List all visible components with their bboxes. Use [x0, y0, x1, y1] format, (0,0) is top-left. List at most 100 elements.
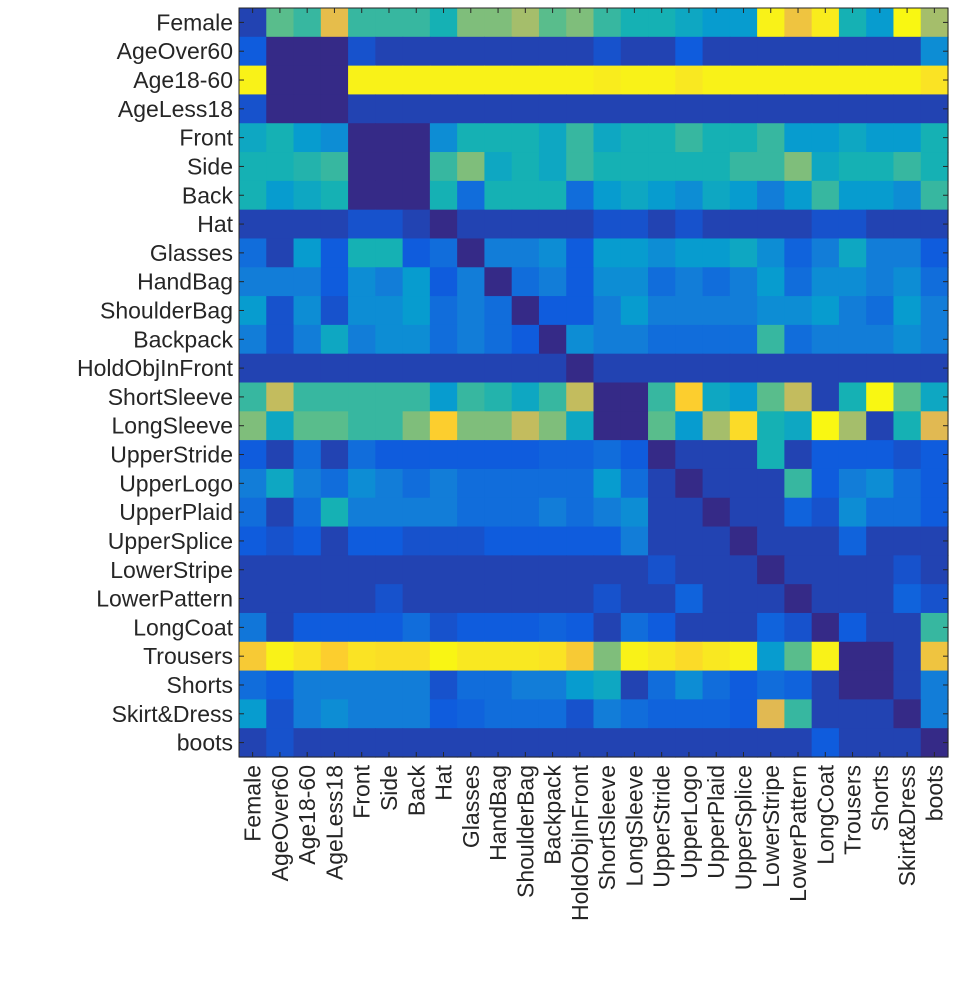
heatmap-cell: [729, 670, 758, 700]
heatmap-cell: [538, 526, 567, 556]
heatmap-cell: [566, 670, 595, 700]
heatmap-cell: [811, 641, 840, 672]
heatmap-cell: [375, 526, 404, 556]
heatmap-cell: [538, 497, 567, 528]
heatmap-cell: [702, 468, 731, 499]
heatmap-cell: [757, 641, 785, 672]
y-tick-label: UpperPlaid: [119, 499, 233, 525]
heatmap-cell: [593, 584, 622, 614]
heatmap-cell: [729, 555, 758, 585]
heatmap-cell: [402, 641, 431, 672]
heatmap-cell: [593, 411, 622, 441]
x-tick-label: Front: [349, 764, 375, 818]
heatmap-cell: [702, 180, 731, 211]
heatmap-cell: [648, 238, 676, 268]
heatmap-cell: [702, 324, 731, 355]
heatmap-cell: [866, 468, 895, 499]
heatmap-cell: [348, 411, 376, 441]
heatmap-cell: [757, 526, 785, 556]
heatmap-cell: [675, 440, 704, 470]
heatmap-cell: [457, 152, 486, 182]
heatmap-cell: [784, 353, 813, 384]
heatmap-cell: [784, 296, 813, 326]
heatmap-cell: [675, 382, 704, 412]
heatmap-cell: [620, 267, 649, 297]
heatmap-cell: [757, 440, 785, 470]
heatmap-cell: [402, 670, 431, 700]
heatmap-cell: [811, 699, 840, 729]
heatmap-cell: [702, 584, 731, 614]
heatmap-cell: [457, 382, 486, 412]
heatmap-cell: [811, 526, 840, 556]
heatmap-cell: [675, 411, 704, 441]
heatmap-cell: [729, 324, 758, 355]
heatmap-cell: [320, 65, 349, 96]
heatmap-cell: [675, 123, 704, 153]
heatmap-cell: [784, 152, 813, 182]
heatmap-cell: [866, 209, 895, 240]
heatmap-cell: [429, 36, 458, 67]
heatmap-cell: [538, 123, 567, 153]
y-tick-label: Female: [156, 9, 233, 35]
heatmap-cell: [320, 353, 349, 384]
heatmap-cell: [866, 353, 895, 384]
heatmap-cell: [566, 65, 595, 96]
heatmap-cell: [429, 152, 458, 182]
heatmap-cell: [811, 324, 840, 355]
heatmap-cell: [320, 94, 349, 124]
heatmap-cell: [757, 670, 785, 700]
heatmap-cell: [429, 382, 458, 412]
heatmap-cell: [729, 612, 758, 643]
heatmap-cell: [675, 699, 704, 729]
heatmap-cell: [620, 238, 649, 268]
heatmap-cell: [838, 353, 867, 384]
heatmap-cell: [866, 382, 895, 412]
heatmap-cell: [702, 296, 731, 326]
y-tick-label: Front: [179, 125, 233, 151]
heatmap-cell: [457, 699, 486, 729]
heatmap-cell: [811, 555, 840, 585]
heatmap-cell: [429, 123, 458, 153]
heatmap-cell: [320, 123, 349, 153]
heatmap-cell: [784, 555, 813, 585]
heatmap-cell: [729, 180, 758, 211]
heatmap-cell: [320, 612, 349, 643]
heatmap-cell: [702, 238, 731, 268]
heatmap-cell: [784, 382, 813, 412]
heatmap-cell: [811, 411, 840, 441]
heatmap-cell: [838, 584, 867, 614]
heatmap-cell: [457, 353, 486, 384]
heatmap-cell: [566, 180, 595, 211]
heatmap-cell: [348, 382, 376, 412]
heatmap-cell: [320, 238, 349, 268]
y-tick-label: AgeLess18: [118, 96, 233, 122]
x-tick-label: Backpack: [540, 765, 566, 865]
heatmap-cell: [620, 324, 649, 355]
heatmap-cell: [457, 238, 486, 268]
heatmap-cell: [266, 238, 295, 268]
heatmap-cell: [811, 584, 840, 614]
heatmap-cell: [484, 324, 513, 355]
heatmap-cell: [784, 209, 813, 240]
heatmap-cell: [620, 497, 649, 528]
heatmap-cell: [348, 296, 376, 326]
heatmap-cell: [293, 353, 322, 384]
heatmap-cell: [402, 382, 431, 412]
heatmap-cell: [702, 670, 731, 700]
heatmap-cell: [348, 468, 376, 499]
heatmap-cell: [648, 699, 676, 729]
heatmap-cell: [457, 497, 486, 528]
heatmap-cell: [511, 209, 540, 240]
heatmap-cell: [593, 612, 622, 643]
y-tick-label: HandBag: [137, 269, 233, 295]
heatmap-cell: [757, 296, 785, 326]
heatmap-cell: [566, 324, 595, 355]
y-tick-label: Glasses: [150, 240, 233, 266]
heatmap-cell: [375, 497, 404, 528]
heatmap-cell: [538, 152, 567, 182]
heatmap-cell: [375, 382, 404, 412]
heatmap-cell: [348, 670, 376, 700]
heatmap-cell: [266, 353, 295, 384]
heatmap-cell: [893, 612, 922, 643]
